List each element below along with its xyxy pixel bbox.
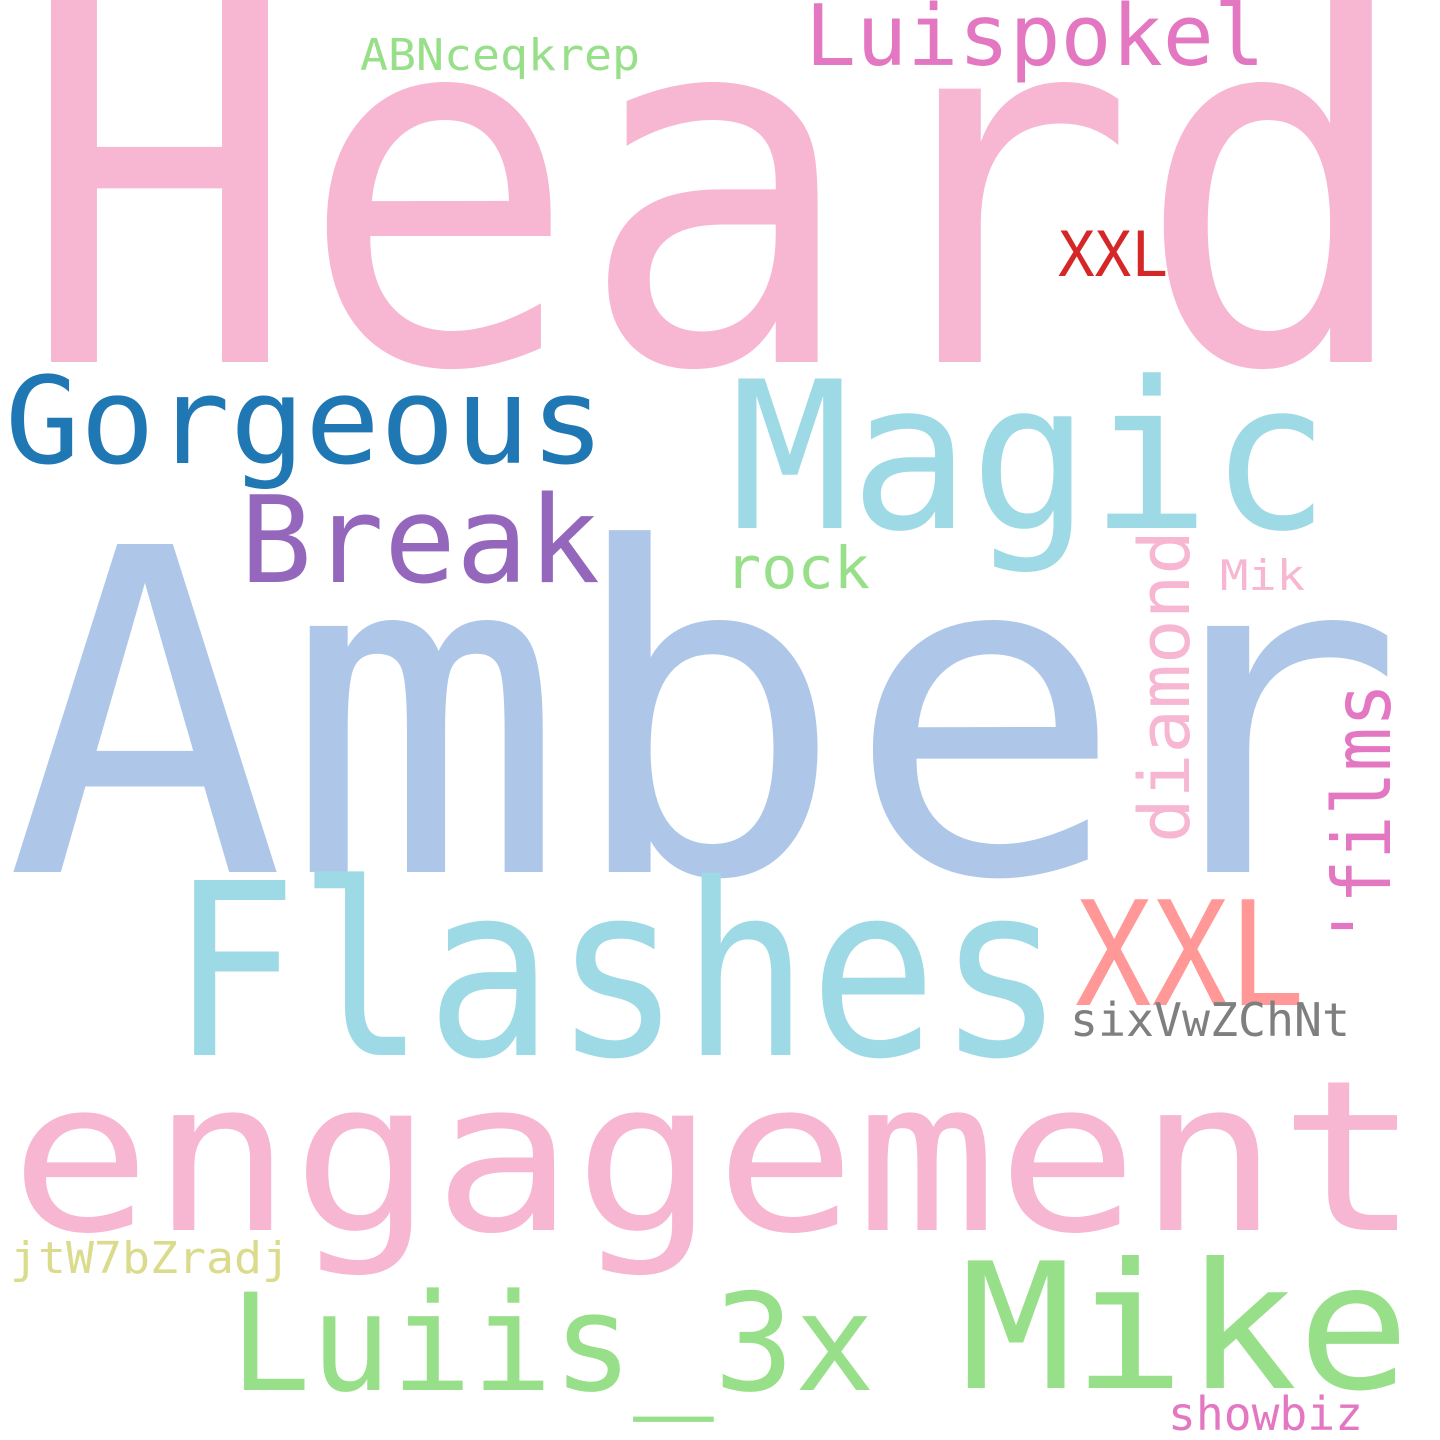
word-mike: Mike bbox=[960, 1227, 1410, 1430]
word-magic: Magic bbox=[730, 339, 1330, 577]
word-gorgeous: Gorgeous bbox=[5, 353, 605, 492]
word-flashes: Flashes bbox=[170, 832, 1065, 1112]
word-mik: Mik bbox=[1220, 551, 1305, 600]
word-films: 'films bbox=[1316, 683, 1409, 948]
word-engagement: engagement bbox=[10, 1035, 1420, 1280]
word-break: Break bbox=[240, 472, 600, 611]
word-xxl-small: XXL bbox=[1058, 218, 1168, 291]
word-xxl-large: XXL bbox=[1075, 871, 1305, 1040]
word-luispokel: Luispokel bbox=[805, 0, 1265, 86]
word-diamond: diamond bbox=[1124, 530, 1206, 843]
word-jtw7bzradj: jtW7bZradj bbox=[10, 1233, 290, 1284]
word-abnceqkrep: ABNceqkrep bbox=[360, 30, 640, 81]
word-amber: Amber bbox=[5, 455, 1405, 979]
word-sixvwzchnt: sixVwZChNt bbox=[1070, 993, 1350, 1047]
word-rock: rock bbox=[725, 534, 870, 602]
word-luiis-3x: Luiis_3x bbox=[230, 1265, 875, 1422]
word-heard: Heard bbox=[20, 0, 1415, 480]
word-showbiz: showbiz bbox=[1168, 1387, 1363, 1440]
